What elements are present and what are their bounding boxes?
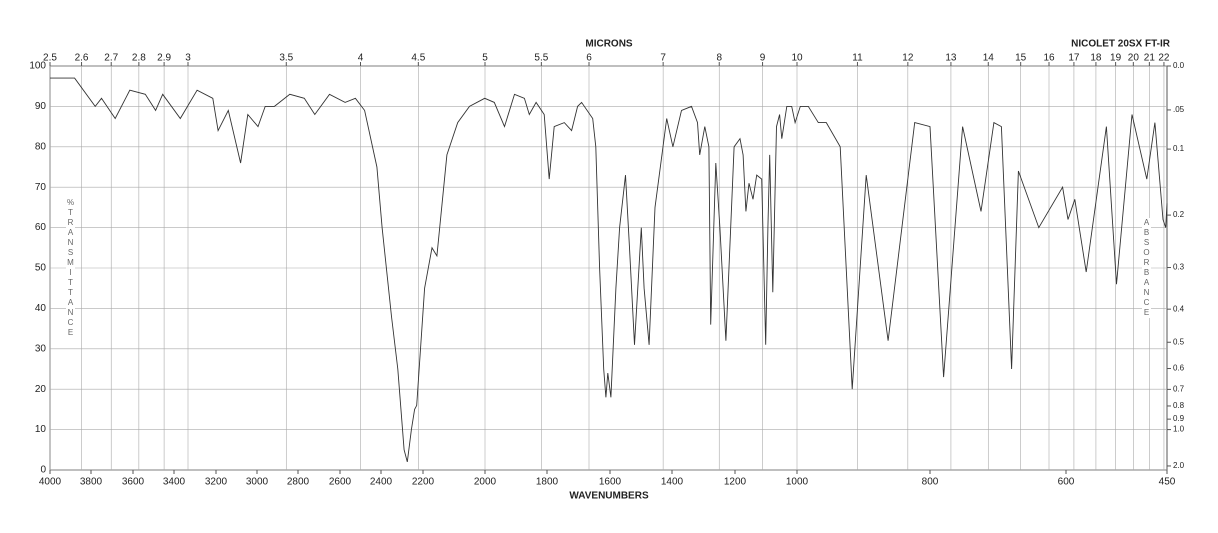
x-axis-label: WAVENUMBERS bbox=[569, 491, 649, 502]
x2-tick-label: 5.5 bbox=[534, 53, 548, 64]
x2-tick-label: 8 bbox=[716, 53, 722, 64]
y2-tick-label: 0.3 bbox=[1173, 263, 1185, 272]
x2-tick-label: 4 bbox=[358, 53, 364, 64]
x2-tick-label: 11 bbox=[852, 53, 863, 64]
x-tick-label: 2000 bbox=[474, 477, 497, 488]
x2-tick-label: 2.9 bbox=[157, 53, 171, 64]
y-axis-label: %TRANSMITTANCE bbox=[66, 198, 75, 338]
y-tick-label: 10 bbox=[35, 424, 47, 435]
y2-axis-label: ABSORBANCE bbox=[1142, 218, 1151, 318]
x2-tick-label: 2.6 bbox=[75, 53, 89, 64]
y-tick-label: 30 bbox=[35, 343, 47, 354]
y2-tick-label: 0.4 bbox=[1173, 304, 1185, 313]
y-tick-label: 40 bbox=[35, 303, 47, 314]
x2-tick-label: 2.5 bbox=[43, 53, 57, 64]
x-tick-label: 1200 bbox=[724, 477, 747, 488]
x-tick-label: 3200 bbox=[205, 477, 228, 488]
x2-tick-label: 5 bbox=[482, 53, 488, 64]
x2-tick-label: 2.8 bbox=[132, 53, 146, 64]
x-tick-label: 1600 bbox=[599, 477, 622, 488]
y2-tick-label: 0.9 bbox=[1173, 414, 1185, 423]
x2-tick-label: 22 bbox=[1158, 53, 1170, 64]
x-tick-label: 2600 bbox=[329, 477, 352, 488]
x2-tick-label: 21 bbox=[1144, 53, 1156, 64]
x-tick-label: 2200 bbox=[412, 477, 435, 488]
x2-tick-label: 9 bbox=[760, 53, 766, 64]
x-tick-label: 2400 bbox=[370, 477, 393, 488]
x-tick-label: 3000 bbox=[246, 477, 269, 488]
y-tick-label: 80 bbox=[35, 141, 47, 152]
y-tick-label: 100 bbox=[29, 61, 46, 72]
x2-tick-label: 12 bbox=[902, 53, 914, 64]
y2-tick-label: 0.8 bbox=[1173, 401, 1185, 410]
y2-tick-label: 0.1 bbox=[1173, 144, 1185, 153]
y-tick-label: 70 bbox=[35, 182, 47, 193]
x2-tick-label: 7 bbox=[660, 53, 666, 64]
chart-title: NICOLET 20SX FT-IR bbox=[1071, 39, 1171, 50]
x2-tick-label: 3.5 bbox=[279, 53, 293, 64]
x-tick-label: 3800 bbox=[80, 477, 103, 488]
x2-tick-label: 16 bbox=[1043, 53, 1055, 64]
spectrum-line bbox=[50, 77, 1168, 463]
y-tick-label: 20 bbox=[35, 384, 47, 395]
y-tick-label: 0 bbox=[40, 465, 46, 476]
x2-tick-label: 14 bbox=[983, 53, 995, 64]
y2-tick-label: 0.5 bbox=[1173, 337, 1185, 346]
x2-tick-label: 10 bbox=[791, 53, 803, 64]
x2-tick-label: 13 bbox=[945, 53, 957, 64]
x-tick-label: 3600 bbox=[122, 477, 145, 488]
x2-axis-label: MICRONS bbox=[585, 39, 633, 50]
y-tick-label: 50 bbox=[35, 263, 47, 274]
y2-tick-label: 1.0 bbox=[1173, 425, 1185, 434]
y2-tick-label: 2.0 bbox=[1173, 461, 1185, 470]
x2-tick-label: 4.5 bbox=[411, 53, 425, 64]
x2-tick-label: 3 bbox=[185, 53, 191, 64]
x-tick-label: 1400 bbox=[661, 477, 684, 488]
y2-tick-label: 0.2 bbox=[1173, 210, 1185, 219]
x-tick-label: 2800 bbox=[287, 477, 310, 488]
x2-tick-label: 20 bbox=[1128, 53, 1140, 64]
x-tick-label: 800 bbox=[922, 477, 939, 488]
x2-tick-label: 6 bbox=[586, 53, 592, 64]
x2-tick-label: 18 bbox=[1090, 53, 1102, 64]
y2-tick-label: 0.7 bbox=[1173, 385, 1185, 394]
x2-tick-label: 2.7 bbox=[104, 53, 118, 64]
y-tick-label: 60 bbox=[35, 222, 47, 233]
y2-tick-label: 0.0 bbox=[1173, 61, 1185, 70]
x-tick-label: 1800 bbox=[536, 477, 559, 488]
x2-tick-label: 19 bbox=[1110, 53, 1122, 64]
y-tick-label: 90 bbox=[35, 101, 47, 112]
x2-tick-label: 15 bbox=[1015, 53, 1027, 64]
y2-tick-label: .05 bbox=[1173, 105, 1185, 114]
x-tick-label: 1000 bbox=[786, 477, 809, 488]
y2-tick-label: 0.6 bbox=[1173, 364, 1185, 373]
x-tick-label: 600 bbox=[1058, 477, 1075, 488]
x2-tick-label: 17 bbox=[1068, 53, 1080, 64]
x-tick-label: 4000 bbox=[39, 477, 62, 488]
x-tick-label: 450 bbox=[1159, 477, 1176, 488]
x-tick-label: 3400 bbox=[163, 477, 186, 488]
